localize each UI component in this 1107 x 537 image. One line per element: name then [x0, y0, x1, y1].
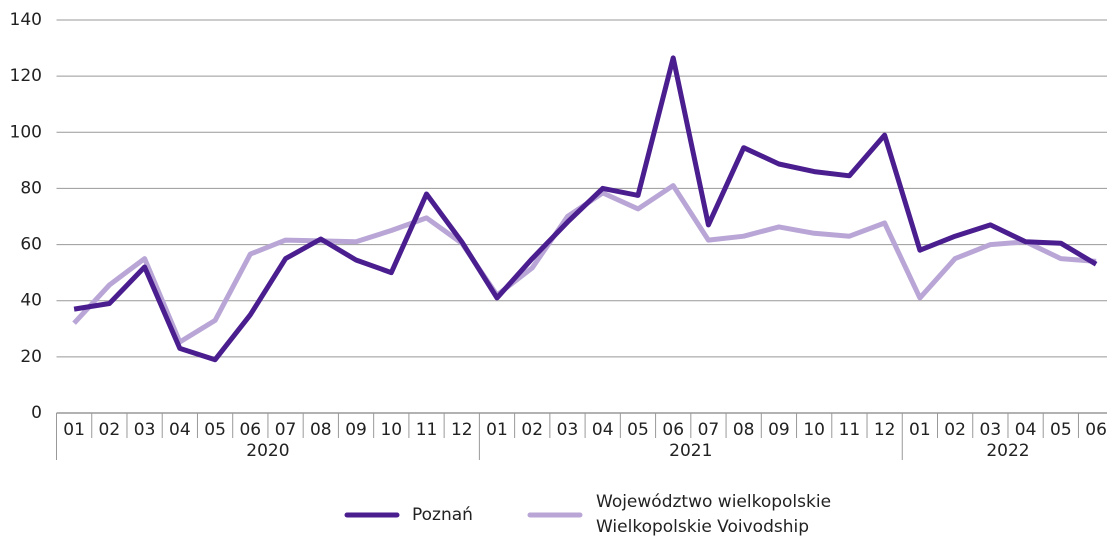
x-tick-label: 02 [944, 420, 966, 440]
x-tick-label: 10 [380, 420, 402, 440]
x-tick-label: 04 [169, 420, 191, 440]
y-tick-label: 100 [10, 122, 42, 142]
x-tick-label: 12 [451, 420, 473, 440]
x-tick-label: 11 [416, 420, 438, 440]
y-tick-label: 80 [20, 178, 42, 198]
x-tick-label: 09 [345, 420, 367, 440]
y-tick-label: 40 [20, 291, 42, 311]
x-tick-label: 05 [204, 420, 226, 440]
series-line [72, 183, 1097, 345]
legend-label: Województwo wielkopolskie [596, 492, 831, 512]
legend-label: Poznań [412, 505, 473, 525]
x-tick-label: 12 [874, 420, 896, 440]
x-tick-label: 06 [662, 420, 684, 440]
x-group-label: 2022 [986, 441, 1029, 461]
y-tick-label: 20 [20, 347, 42, 367]
x-tick-label: 04 [1015, 420, 1037, 440]
y-tick-label: 0 [31, 403, 42, 423]
x-tick-label: 04 [592, 420, 614, 440]
x-tick-label: 05 [1050, 420, 1072, 440]
x-tick-label: 03 [134, 420, 156, 440]
x-tick-label: 05 [627, 420, 649, 440]
x-tick-label: 06 [239, 420, 261, 440]
x-tick-label: 01 [63, 420, 85, 440]
x-tick-label: 11 [839, 420, 861, 440]
x-tick-label: 01 [486, 420, 508, 440]
x-group-label: 2021 [669, 441, 712, 461]
x-tick-label: 09 [768, 420, 790, 440]
x-tick-label: 01 [909, 420, 931, 440]
x-tick-label: 08 [733, 420, 755, 440]
x-tick-label: 03 [980, 420, 1002, 440]
x-tick-label: 08 [310, 420, 332, 440]
x-tick-label: 07 [698, 420, 720, 440]
x-tick-label: 10 [803, 420, 825, 440]
y-tick-label: 120 [10, 66, 42, 86]
legend-sublabel: Wielkopolskie Voivodship [596, 517, 809, 537]
x-tick-label: 02 [99, 420, 121, 440]
x-tick-label: 02 [521, 420, 543, 440]
x-tick-label: 07 [275, 420, 297, 440]
x-tick-label: 06 [1085, 420, 1107, 440]
x-tick-label: 03 [557, 420, 579, 440]
y-tick-label: 60 [20, 235, 42, 255]
x-group-label: 2020 [246, 441, 289, 461]
series-line [73, 55, 1098, 363]
y-tick-label: 140 [10, 10, 42, 30]
